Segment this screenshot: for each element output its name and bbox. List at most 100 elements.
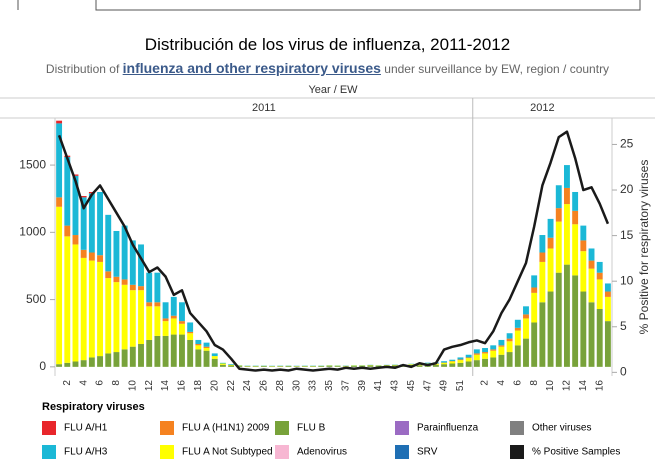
- legend-label: FLU A/H3: [64, 447, 108, 458]
- bar-segment: [80, 360, 87, 367]
- bar-segment: [113, 282, 120, 353]
- bar-segment: [457, 362, 464, 367]
- bar-segment: [269, 366, 276, 367]
- bar-segment: [449, 361, 456, 364]
- bar-segment: [318, 366, 325, 367]
- bar-segment: [187, 333, 194, 340]
- x-tick-label: 26: [259, 380, 270, 392]
- bar-segment: [187, 322, 194, 332]
- group-label: 2012: [530, 102, 554, 114]
- bar-segment: [514, 319, 521, 328]
- bar-segment: [588, 302, 595, 367]
- bar-segment: [236, 365, 243, 367]
- bar-segment: [170, 315, 177, 319]
- bar-segment: [416, 365, 423, 367]
- y2-tick-label: 25: [620, 137, 634, 151]
- bar-segment: [146, 272, 153, 303]
- bar-segment: [563, 264, 570, 367]
- bar-segment: [88, 252, 95, 261]
- x-tick-label: 41: [373, 380, 384, 392]
- bar-segment: [97, 191, 104, 256]
- bar-segment: [162, 302, 169, 319]
- bar-segment: [465, 361, 472, 367]
- bar-segment: [154, 272, 161, 303]
- bar-segment: [391, 365, 398, 367]
- legend-swatch: [160, 421, 174, 435]
- bar-segment: [490, 350, 497, 358]
- bar-segment: [72, 244, 79, 362]
- bar-segment: [80, 249, 87, 258]
- bar-segment: [162, 321, 169, 336]
- bar-segment: [121, 284, 128, 350]
- bar-segment: [588, 260, 595, 269]
- x-tick-label: 16: [594, 380, 605, 392]
- bar-segment: [604, 296, 611, 322]
- bar-segment: [539, 261, 546, 303]
- bar-segment: [367, 365, 374, 367]
- chart-subtitle: Distribution of influenza and other resp…: [0, 60, 655, 76]
- bar-segment: [580, 291, 587, 367]
- group-label: 2011: [252, 102, 276, 114]
- x-tick-label: 6: [95, 380, 106, 386]
- bar-segment: [56, 197, 63, 207]
- x-tick-label: 20: [209, 380, 220, 392]
- bar-segment: [56, 123, 63, 198]
- bar-segment: [416, 364, 423, 366]
- bar-segment: [523, 314, 529, 319]
- bar-segment: [203, 350, 210, 367]
- x-tick-label: 43: [390, 380, 401, 392]
- x-tick-label: 47: [422, 380, 433, 392]
- legend-swatch: [275, 445, 289, 459]
- subtitle-text: under surveillance by EW, region / count…: [384, 62, 610, 76]
- legend-swatch: [275, 421, 289, 435]
- bar-segment: [555, 221, 562, 273]
- bar-segment: [498, 345, 505, 347]
- legend-swatch: [395, 445, 409, 459]
- bar-segment: [301, 366, 308, 367]
- legend-label: % Positive Samples: [532, 447, 620, 458]
- bar-segment: [424, 362, 431, 364]
- legend-label: Other viruses: [532, 423, 591, 434]
- bar-segment: [572, 224, 579, 276]
- bar-segment: [351, 365, 357, 367]
- bar-segment: [129, 346, 136, 367]
- bar-segment: [129, 240, 136, 285]
- bar-segment: [195, 345, 202, 350]
- bar-segment: [113, 230, 120, 277]
- bar-segment: [555, 272, 562, 367]
- bar-segment: [179, 323, 185, 335]
- bar-segment: [457, 360, 464, 363]
- bar-segment: [555, 185, 562, 209]
- legend-swatch: [510, 445, 524, 459]
- x-tick-label: 2: [62, 380, 73, 386]
- y2-tick-label: 10: [620, 273, 634, 287]
- bar-segment: [531, 292, 538, 323]
- bar-segment: [596, 309, 603, 367]
- bar-segment: [604, 291, 611, 297]
- bar-segment: [187, 331, 194, 334]
- legend-title: Respiratory viruses: [42, 401, 145, 413]
- x-tick-label: 39: [357, 380, 368, 392]
- bar-segment: [539, 252, 546, 262]
- x-tick-label: 2: [480, 380, 491, 386]
- y2-tick-label: 15: [620, 228, 634, 242]
- legend-label: Parainfluenza: [417, 423, 479, 434]
- bar-segment: [531, 287, 538, 293]
- bar-segment: [56, 120, 63, 124]
- x-tick-label: 12: [144, 380, 155, 392]
- x-tick-label: 30: [291, 380, 302, 392]
- x-tick-label: 16: [177, 380, 188, 392]
- bar-segment: [563, 204, 570, 265]
- bar-segment: [121, 225, 128, 280]
- bar-segment: [514, 345, 521, 367]
- bar-segment: [162, 335, 169, 367]
- bar-segment: [203, 348, 210, 351]
- bar-segment: [523, 306, 529, 315]
- bar-segment: [604, 283, 611, 292]
- bar-segment: [146, 339, 153, 367]
- subtitle-text: Distribution of: [45, 62, 120, 76]
- subtitle-link[interactable]: influenza and other respiratory viruses: [122, 60, 381, 76]
- bar-segment: [498, 354, 505, 367]
- bar-segment: [154, 302, 161, 307]
